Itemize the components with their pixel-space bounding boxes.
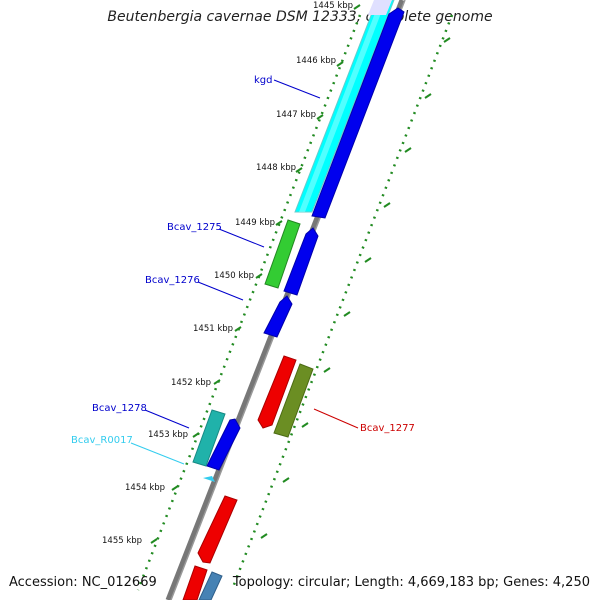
- tick-mark-1452: 1452 kbp: [171, 378, 221, 388]
- gc-ring-dots: [230, 14, 454, 591]
- gene-steel-arrow[interactable]: [198, 571, 223, 600]
- summary-text: Topology: circular; Length: 4,669,183 bp…: [232, 575, 590, 590]
- label-bcav-1276[interactable]: Bcav_1276: [145, 275, 200, 286]
- tick-label: 1447 kbp: [276, 110, 316, 120]
- label-kgd[interactable]: kgd: [254, 75, 273, 86]
- gene-bcav-1277-arrow[interactable]: [273, 363, 314, 438]
- tick-label: 1446 kbp: [296, 56, 336, 66]
- gene-lavender-arrow[interactable]: [368, 0, 392, 15]
- gene-red-a-arrow[interactable]: [257, 355, 297, 429]
- gene-blue-1278b-arrow[interactable]: [206, 418, 241, 471]
- tick-label: 1449 kbp: [235, 218, 275, 228]
- bcav-1276-leader-line: [197, 281, 244, 301]
- gene-bcav-r0017-arrow[interactable]: [203, 476, 215, 482]
- tick-label: 1448 kbp: [256, 163, 296, 173]
- label-bcav-1277[interactable]: Bcav_1277: [360, 423, 415, 434]
- tick-mark-1448: 1448 kbp: [256, 163, 303, 173]
- gene-red-b-arrow[interactable]: [197, 495, 238, 564]
- label-bcav-1278[interactable]: Bcav_1278: [92, 403, 147, 414]
- tick-label: 1454 kbp: [125, 483, 165, 493]
- tick-mark-1447: 1447 kbp: [276, 110, 324, 120]
- tick-mark-1453: 1453 kbp: [148, 430, 200, 440]
- tick-label: 1445 kbp: [313, 1, 353, 11]
- gene-blue-long-arrow[interactable]: [311, 7, 405, 219]
- label-bcav-1275[interactable]: Bcav_1275: [167, 222, 222, 233]
- tick-mark-1454: 1454 kbp: [125, 483, 179, 493]
- tick-label: 1453 kbp: [148, 430, 188, 440]
- tick-ring-dots: [136, 14, 362, 591]
- tick-mark-1446: 1446 kbp: [296, 56, 344, 67]
- kgd-leader-line: [273, 79, 321, 99]
- gc-ring-dashes: [260, 37, 451, 539]
- tick-label: 1452 kbp: [171, 378, 211, 388]
- gene-kgd-shine: [299, 0, 386, 212]
- gene-bcav-1275-arrow[interactable]: [264, 219, 301, 289]
- tick-label: 1455 kbp: [102, 536, 142, 546]
- bcav-1275-leader-line: [218, 228, 265, 248]
- gene-bcav-1276-arrow[interactable]: [263, 295, 293, 338]
- accession-text: Accession: NC_012669: [9, 575, 157, 590]
- tick-mark-1451: 1451 kbp: [193, 324, 242, 334]
- gene-blue-1275b-arrow[interactable]: [283, 227, 319, 296]
- tick-mark-1449: 1449 kbp: [235, 218, 283, 228]
- tick-mark-1455: 1455 kbp: [102, 536, 158, 546]
- bcav-1278-leader-line: [144, 409, 190, 429]
- gene-bcav-1278-arrow[interactable]: [192, 409, 226, 467]
- tick-label: 1450 kbp: [214, 271, 254, 281]
- gene-red-c-arrow[interactable]: [182, 565, 208, 600]
- tick-mark-1445: 1445 kbp: [313, 1, 361, 11]
- tick-label: 1451 kbp: [193, 324, 233, 334]
- bcav-r0017-leader-line: [130, 442, 185, 465]
- bcav-1277-leader-line: [313, 408, 359, 429]
- tick-mark-1450: 1450 kbp: [214, 271, 263, 281]
- label-bcav-r0017[interactable]: Bcav_R0017: [71, 435, 133, 446]
